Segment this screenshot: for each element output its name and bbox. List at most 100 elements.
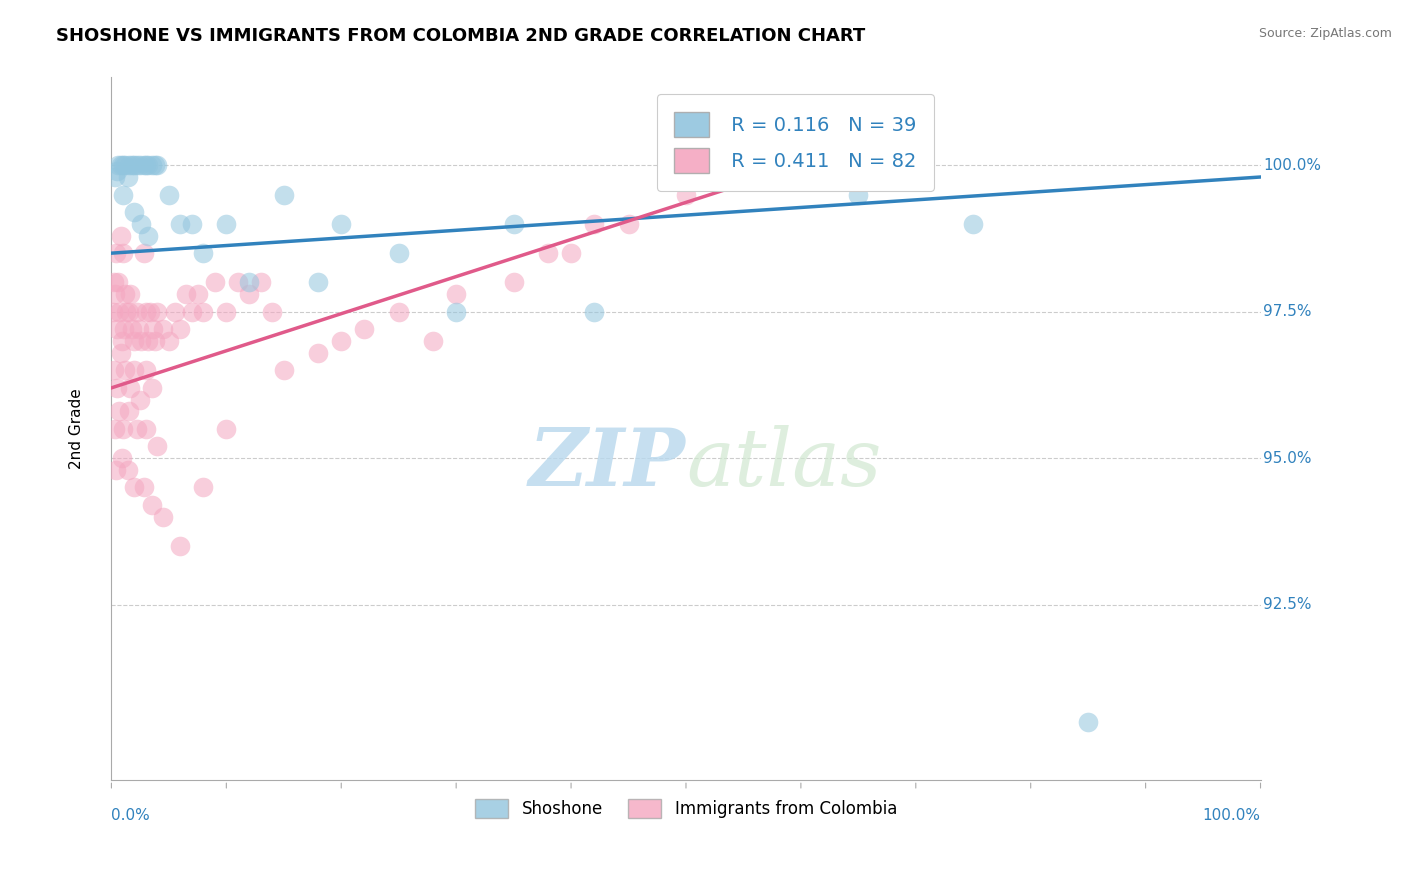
Point xyxy=(238,276,260,290)
Point xyxy=(238,287,260,301)
Point xyxy=(114,158,136,172)
Point xyxy=(846,187,869,202)
Point xyxy=(131,334,153,348)
Point xyxy=(112,322,135,336)
Point xyxy=(388,304,411,318)
Point xyxy=(307,276,329,290)
Point xyxy=(143,158,166,172)
Point xyxy=(111,451,134,466)
Point xyxy=(215,217,238,231)
Point xyxy=(121,158,143,172)
Point xyxy=(733,169,755,184)
Point xyxy=(118,158,141,172)
Point xyxy=(169,217,191,231)
Point xyxy=(157,334,180,348)
Point xyxy=(135,422,157,436)
Point xyxy=(163,304,186,318)
Point xyxy=(273,187,295,202)
Text: ZIP: ZIP xyxy=(529,425,686,503)
Text: 97.5%: 97.5% xyxy=(1263,304,1312,319)
Text: 100.0%: 100.0% xyxy=(1202,808,1261,823)
Point xyxy=(560,246,582,260)
Point xyxy=(330,334,353,348)
Point xyxy=(135,304,157,318)
Point xyxy=(143,334,166,348)
Point xyxy=(107,276,129,290)
Point xyxy=(111,187,134,202)
Point xyxy=(262,304,284,318)
Point xyxy=(617,217,640,231)
Text: SHOSHONE VS IMMIGRANTS FROM COLOMBIA 2ND GRADE CORRELATION CHART: SHOSHONE VS IMMIGRANTS FROM COLOMBIA 2ND… xyxy=(56,27,866,45)
Point xyxy=(180,304,202,318)
Point xyxy=(111,158,134,172)
Point xyxy=(107,158,129,172)
Point xyxy=(132,246,155,260)
Point xyxy=(118,304,141,318)
Point xyxy=(174,287,197,301)
Point xyxy=(104,422,127,436)
Point xyxy=(125,304,148,318)
Point xyxy=(111,246,134,260)
Point xyxy=(249,276,271,290)
Point xyxy=(215,304,238,318)
Point xyxy=(537,246,560,260)
Point xyxy=(110,345,132,359)
Point xyxy=(117,463,139,477)
Text: 100.0%: 100.0% xyxy=(1263,158,1320,173)
Point xyxy=(124,158,146,172)
Point xyxy=(132,480,155,494)
Text: 92.5%: 92.5% xyxy=(1263,597,1312,612)
Point xyxy=(124,334,146,348)
Point xyxy=(124,480,146,494)
Text: Source: ZipAtlas.com: Source: ZipAtlas.com xyxy=(1258,27,1392,40)
Point xyxy=(502,276,524,290)
Point xyxy=(146,158,169,172)
Point xyxy=(583,304,606,318)
Point xyxy=(388,246,411,260)
Point xyxy=(131,217,153,231)
Legend: Shoshone, Immigrants from Colombia: Shoshone, Immigrants from Colombia xyxy=(468,792,904,825)
Text: atlas: atlas xyxy=(686,425,882,503)
Point xyxy=(103,276,125,290)
Point xyxy=(108,404,131,418)
Point xyxy=(104,287,127,301)
Point xyxy=(110,228,132,243)
Point xyxy=(790,158,813,172)
Point xyxy=(117,169,139,184)
Point xyxy=(353,322,375,336)
Point xyxy=(115,304,138,318)
Point xyxy=(114,287,136,301)
Point xyxy=(104,169,127,184)
Point xyxy=(114,363,136,377)
Point xyxy=(330,217,353,231)
Point xyxy=(444,287,467,301)
Point xyxy=(146,304,169,318)
Point xyxy=(226,276,249,290)
Point xyxy=(169,539,191,553)
Point xyxy=(1077,714,1099,729)
Point xyxy=(135,363,157,377)
Point xyxy=(215,422,238,436)
Point xyxy=(129,392,152,407)
Point xyxy=(110,158,132,172)
Point xyxy=(108,304,131,318)
Point xyxy=(125,422,148,436)
Point xyxy=(121,322,143,336)
Point xyxy=(105,246,128,260)
Text: 0.0%: 0.0% xyxy=(111,808,150,823)
Text: 2nd Grade: 2nd Grade xyxy=(69,389,84,469)
Point xyxy=(105,164,128,178)
Point xyxy=(187,287,209,301)
Point xyxy=(193,246,215,260)
Point xyxy=(502,217,524,231)
Point xyxy=(152,509,174,524)
Point xyxy=(139,304,162,318)
Point xyxy=(444,304,467,318)
Point xyxy=(135,158,157,172)
Point xyxy=(146,439,169,453)
Point xyxy=(136,334,159,348)
Point xyxy=(118,404,141,418)
Point xyxy=(962,217,984,231)
Text: 95.0%: 95.0% xyxy=(1263,450,1312,466)
Point xyxy=(141,498,163,512)
